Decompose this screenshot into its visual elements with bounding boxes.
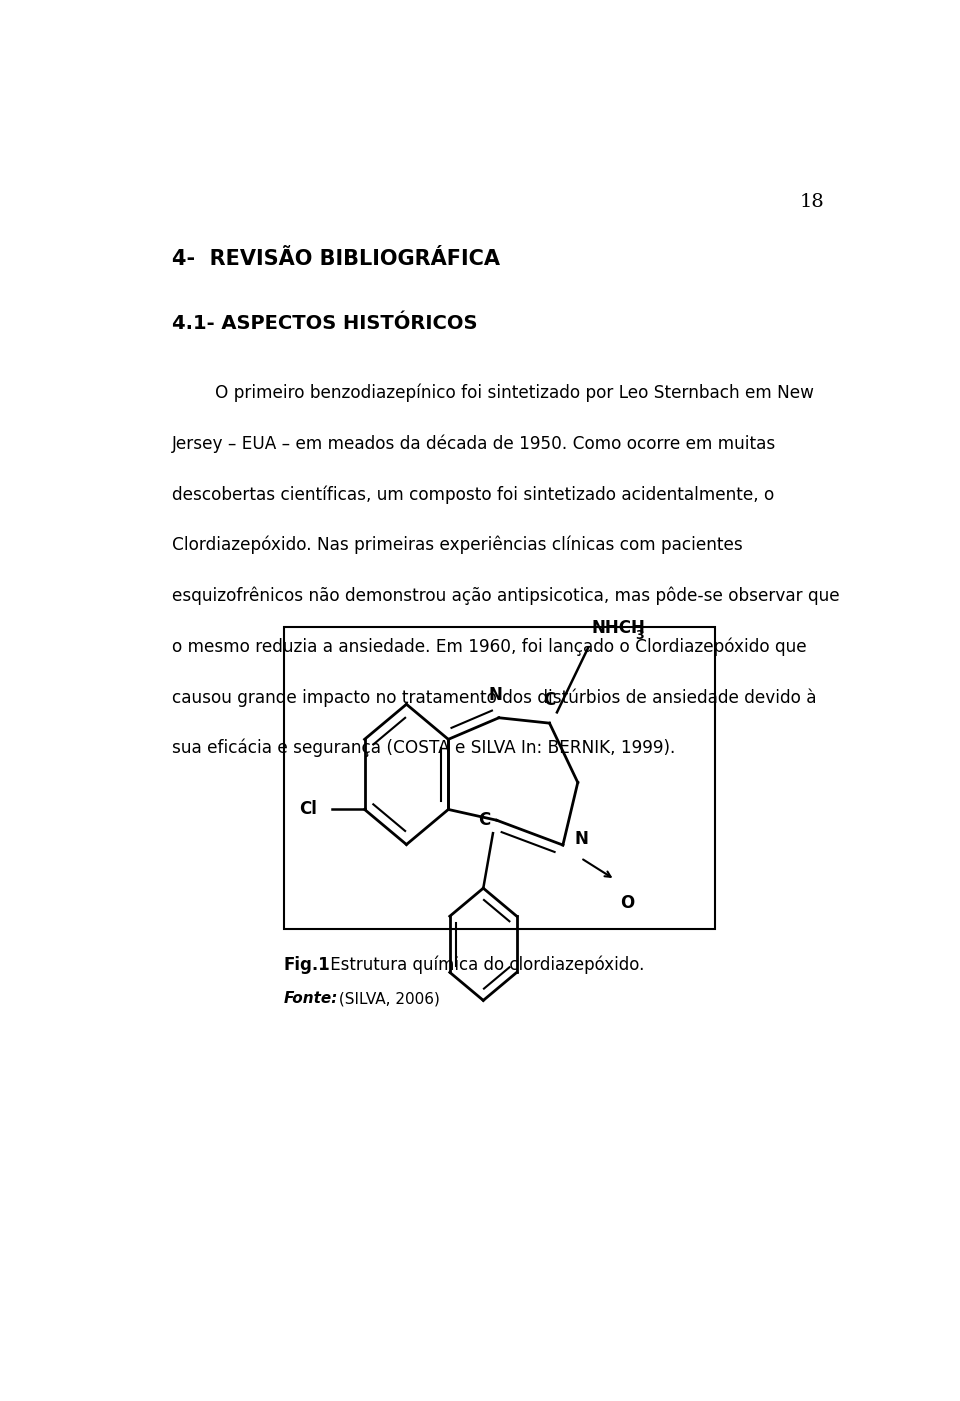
Text: causou grande impacto no tratamento dos distúrbios de ansiedade devido à: causou grande impacto no tratamento dos … [172,688,817,706]
Text: O: O [620,894,635,912]
Text: C: C [543,691,556,709]
Text: 4-  REVISÃO BIBLIOGRÁFICA: 4- REVISÃO BIBLIOGRÁFICA [172,249,500,269]
Text: Fig.1: Fig.1 [284,955,330,974]
Text: NHCH: NHCH [592,619,646,637]
Text: N: N [489,685,502,703]
Text: Clordiazepóxido. Nas primeiras experiências clínicas com pacientes: Clordiazepóxido. Nas primeiras experiênc… [172,537,743,555]
Text: 18: 18 [800,193,825,212]
Text: O primeiro benzodiazepínico foi sintetizado por Leo Sternbach em New: O primeiro benzodiazepínico foi sintetiz… [172,384,814,402]
Text: 4.1- ASPECTOS HISTÓRICOS: 4.1- ASPECTOS HISTÓRICOS [172,314,477,333]
Text: descobertas científicas, um composto foi sintetizado acidentalmente, o: descobertas científicas, um composto foi… [172,485,775,504]
Text: Jersey – EUA – em meados da década de 1950. Como ocorre em muitas: Jersey – EUA – em meados da década de 19… [172,434,777,453]
Text: N: N [574,829,588,848]
Text: Cl: Cl [300,800,317,818]
Text: 3: 3 [636,629,644,642]
Bar [284,626,715,929]
Text: Fonte:: Fonte: [284,992,338,1006]
Text: C: C [478,811,491,829]
Text: esquizofrênicos não demonstrou ação antipsicotica, mas pôde-se observar que: esquizofrênicos não demonstrou ação anti… [172,587,840,605]
Text: sua eficácia e segurança (COSTA e SILVA In: BERNIK, 1999).: sua eficácia e segurança (COSTA e SILVA … [172,738,676,758]
Text: Estrutura química do clordiazepóxido.: Estrutura química do clordiazepóxido. [324,955,644,974]
Text: (SILVA, 2006): (SILVA, 2006) [334,992,440,1006]
Text: o mesmo reduzia a ansiedade. Em 1960, foi lançado o Clordiazepóxido que: o mesmo reduzia a ansiedade. Em 1960, fo… [172,637,806,656]
